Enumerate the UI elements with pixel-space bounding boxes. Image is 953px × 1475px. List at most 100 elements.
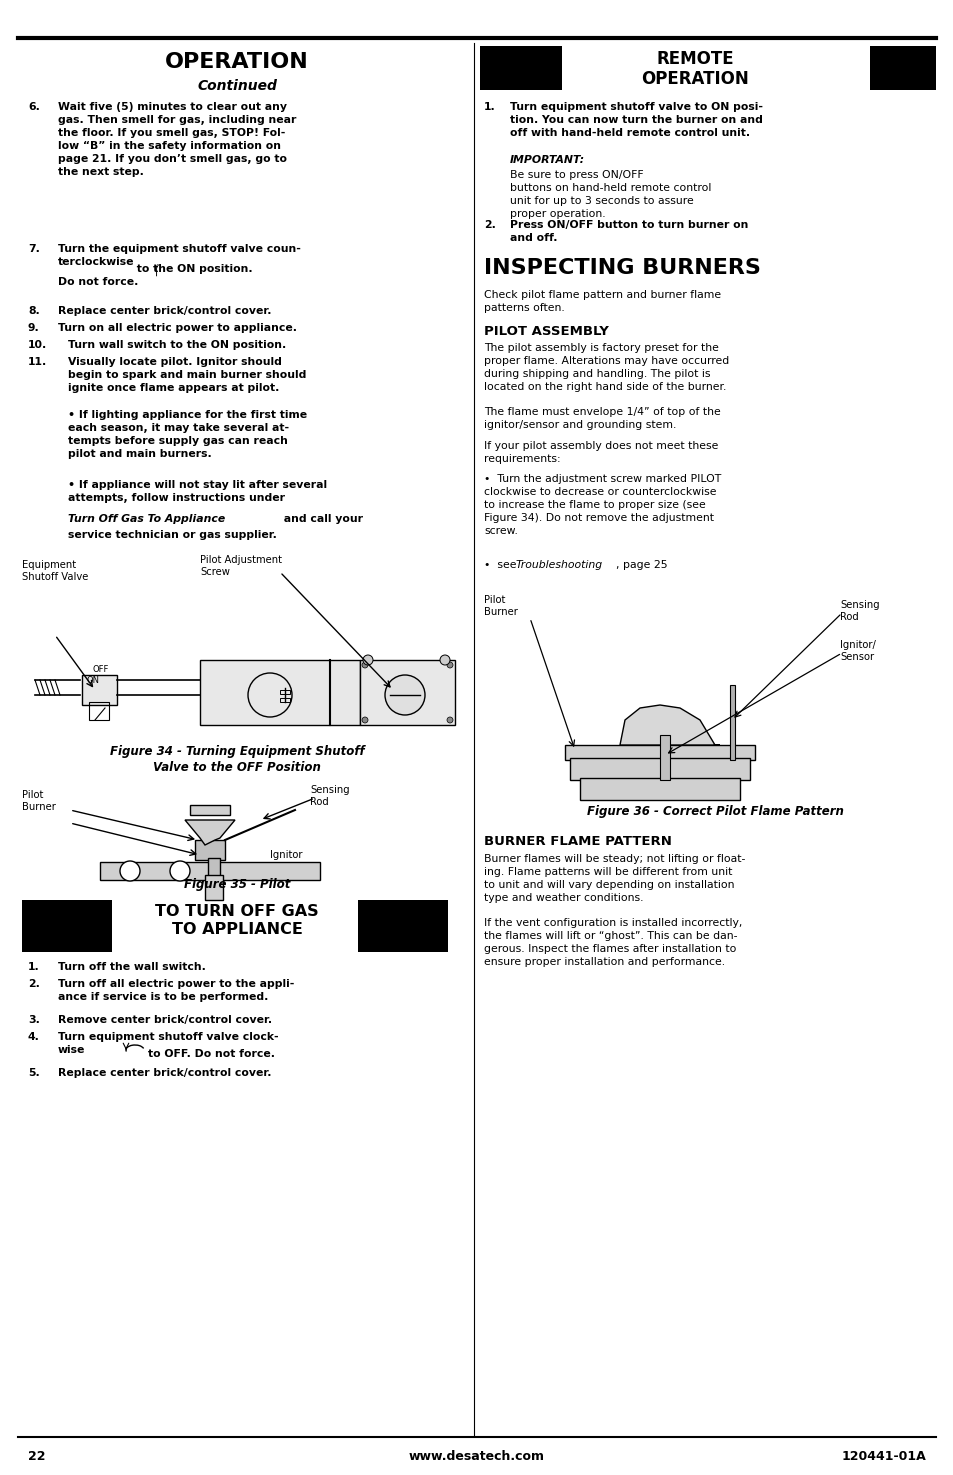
Text: •  Turn the adjustment screw marked PILOT
clockwise to decrease or counterclockw: • Turn the adjustment screw marked PILOT… <box>483 473 720 535</box>
Text: PILOT ASSEMBLY: PILOT ASSEMBLY <box>483 324 608 338</box>
Bar <box>564 745 754 760</box>
Text: Ignitor/
Sensor: Ignitor/ Sensor <box>840 640 875 662</box>
Bar <box>89 702 109 720</box>
Bar <box>190 805 230 816</box>
Circle shape <box>447 717 453 723</box>
Text: 120441-01A: 120441-01A <box>841 1450 925 1463</box>
Bar <box>569 758 749 780</box>
Text: If the vent configuration is installed incorrectly,
the flames will lift or “gho: If the vent configuration is installed i… <box>483 917 741 968</box>
Text: Check pilot flame pattern and burner flame
patterns often.: Check pilot flame pattern and burner fla… <box>483 291 720 313</box>
Text: Turn off the wall switch.: Turn off the wall switch. <box>58 962 206 972</box>
Bar <box>200 659 359 726</box>
Text: service technician or gas supplier.: service technician or gas supplier. <box>68 530 276 540</box>
Text: Remove center brick/control cover.: Remove center brick/control cover. <box>58 1015 272 1025</box>
Bar <box>479 46 561 90</box>
Bar <box>359 659 455 726</box>
Text: The pilot assembly is factory preset for the
proper flame. Alterations may have : The pilot assembly is factory preset for… <box>483 344 728 392</box>
Circle shape <box>170 861 190 881</box>
Text: 7.: 7. <box>28 243 40 254</box>
Text: 6.: 6. <box>28 102 40 112</box>
Text: Turn off all electric power to the appli-
ance if service is to be performed.: Turn off all electric power to the appli… <box>58 979 294 1002</box>
Bar <box>280 698 290 702</box>
Bar <box>280 690 290 695</box>
Text: If your pilot assembly does not meet these
requirements:: If your pilot assembly does not meet the… <box>483 441 718 465</box>
Text: Pilot Adjustment
Screw: Pilot Adjustment Screw <box>200 555 282 577</box>
Bar <box>82 676 117 705</box>
Text: •  see: • see <box>483 560 519 569</box>
Text: ON: ON <box>87 676 100 684</box>
Text: 5.: 5. <box>28 1068 40 1078</box>
Text: , page 25: , page 25 <box>616 560 667 569</box>
Bar <box>869 46 935 90</box>
Text: Pilot
Burner: Pilot Burner <box>483 594 517 618</box>
Circle shape <box>363 655 373 665</box>
Text: to OFF. Do not force.: to OFF. Do not force. <box>148 1049 274 1059</box>
Bar <box>22 900 112 951</box>
Bar <box>194 839 225 860</box>
Text: 4.: 4. <box>28 1032 40 1041</box>
Bar <box>579 777 740 799</box>
Text: TO TURN OFF GAS
TO APPLIANCE: TO TURN OFF GAS TO APPLIANCE <box>155 904 318 937</box>
Text: INSPECTING BURNERS: INSPECTING BURNERS <box>483 258 760 277</box>
Bar <box>205 875 223 900</box>
Text: 2.: 2. <box>483 220 496 230</box>
Text: Turn on all electric power to appliance.: Turn on all electric power to appliance. <box>58 323 296 333</box>
Text: Troubleshooting: Troubleshooting <box>516 560 602 569</box>
Circle shape <box>385 676 424 715</box>
Text: Figure 35 - Pilot: Figure 35 - Pilot <box>184 878 290 891</box>
Text: Sensing
Rod: Sensing Rod <box>310 785 349 807</box>
Text: 9.: 9. <box>28 323 40 333</box>
Text: 3.: 3. <box>28 1015 40 1025</box>
Text: Figure 36 - Correct Pilot Flame Pattern: Figure 36 - Correct Pilot Flame Pattern <box>586 805 842 819</box>
Bar <box>208 858 220 881</box>
Text: 1.: 1. <box>28 962 40 972</box>
Text: Press ON/OFF button to turn burner on
and off.: Press ON/OFF button to turn burner on an… <box>510 220 747 243</box>
Circle shape <box>248 673 292 717</box>
Bar <box>100 861 319 881</box>
Text: Turn Off Gas To Appliance: Turn Off Gas To Appliance <box>68 513 225 524</box>
Text: Turn wall switch to the ON position.: Turn wall switch to the ON position. <box>68 341 286 350</box>
Text: REMOTE: REMOTE <box>656 50 733 68</box>
Text: OPERATION: OPERATION <box>640 69 748 88</box>
Text: 1.: 1. <box>483 102 496 112</box>
Text: 2.: 2. <box>28 979 40 990</box>
Text: Replace center brick/control cover.: Replace center brick/control cover. <box>58 305 272 316</box>
Text: Burner flames will be steady; not lifting or float-
ing. Flame patterns will be : Burner flames will be steady; not liftin… <box>483 854 744 903</box>
Text: • If lighting appliance for the first time
each season, it may take several at-
: • If lighting appliance for the first ti… <box>68 410 307 459</box>
Text: and call your: and call your <box>280 513 363 524</box>
Polygon shape <box>619 705 720 745</box>
Text: The flame must envelope 1/4” of top of the
ignitor/sensor and grounding stem.: The flame must envelope 1/4” of top of t… <box>483 407 720 431</box>
Text: OPERATION: OPERATION <box>165 52 309 72</box>
Circle shape <box>120 861 140 881</box>
Text: 11.: 11. <box>28 357 48 367</box>
Text: 8.: 8. <box>28 305 40 316</box>
Circle shape <box>439 655 450 665</box>
Text: • If appliance will not stay lit after several
attempts, follow instructions und: • If appliance will not stay lit after s… <box>68 479 327 503</box>
Text: www.desatech.com: www.desatech.com <box>409 1450 544 1463</box>
Text: 22: 22 <box>28 1450 46 1463</box>
Text: Be sure to press ON/OFF
buttons on hand-held remote control
unit for up to 3 sec: Be sure to press ON/OFF buttons on hand-… <box>510 170 711 220</box>
Text: OFF: OFF <box>92 665 110 674</box>
Bar <box>357 900 448 951</box>
Text: Wait five (5) minutes to clear out any
gas. Then smell for gas, including near
t: Wait five (5) minutes to clear out any g… <box>58 102 296 177</box>
Circle shape <box>447 662 453 668</box>
Text: Sensing
Rod: Sensing Rod <box>840 600 879 622</box>
Text: to the ON position.
Do not force.: to the ON position. Do not force. <box>58 264 253 288</box>
Text: Replace center brick/control cover.: Replace center brick/control cover. <box>58 1068 272 1078</box>
Text: Turn equipment shutoff valve clock-
wise: Turn equipment shutoff valve clock- wise <box>58 1032 278 1055</box>
Bar <box>659 735 669 780</box>
Text: Equipment
Shutoff Valve: Equipment Shutoff Valve <box>22 560 89 583</box>
Text: Ignitor: Ignitor <box>270 850 302 860</box>
Polygon shape <box>185 820 234 845</box>
Text: Pilot
Burner: Pilot Burner <box>22 791 56 813</box>
Text: Turn equipment shutoff valve to ON posi-
tion. You can now turn the burner on an: Turn equipment shutoff valve to ON posi-… <box>510 102 762 139</box>
Text: Visually locate pilot. Ignitor should
begin to spark and main burner should
igni: Visually locate pilot. Ignitor should be… <box>68 357 306 392</box>
Text: Figure 34 - Turning Equipment Shutoff
Valve to the OFF Position: Figure 34 - Turning Equipment Shutoff Va… <box>110 745 364 774</box>
Text: Turn the equipment shutoff valve coun-
terclockwise: Turn the equipment shutoff valve coun- t… <box>58 243 300 267</box>
Text: ⌠: ⌠ <box>153 264 159 276</box>
Text: IMPORTANT:: IMPORTANT: <box>510 155 584 165</box>
Circle shape <box>361 717 368 723</box>
Bar <box>729 684 734 760</box>
Text: Continued: Continued <box>197 80 276 93</box>
Text: 10.: 10. <box>28 341 48 350</box>
